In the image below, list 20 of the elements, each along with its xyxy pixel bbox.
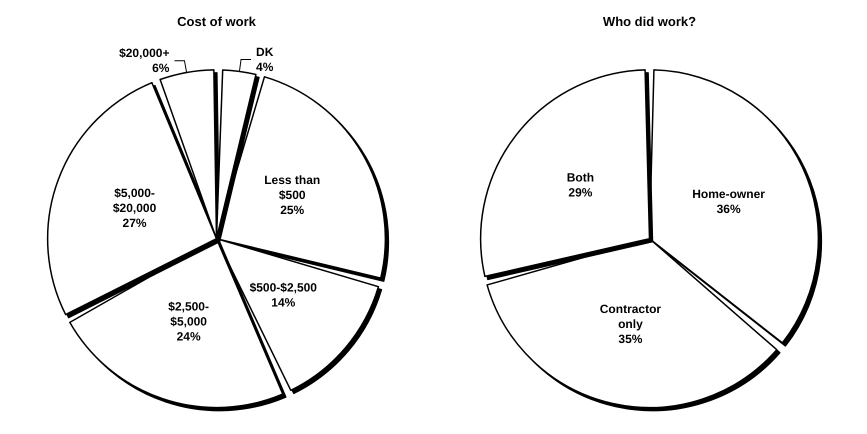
- slice-label: $20,000+: [119, 46, 170, 60]
- data-label: 36%: [716, 202, 741, 216]
- data-label: 6%: [152, 61, 170, 76]
- slice-label: Both: [566, 170, 594, 185]
- slice-label: $5,000-$20,000: [112, 186, 157, 216]
- data-label: 25%: [280, 202, 305, 217]
- data-label: 24%: [176, 330, 201, 344]
- slice-label: $500-$2,500: [250, 280, 318, 295]
- data-label: 35%: [618, 332, 643, 346]
- chart-title: Cost of work: [177, 14, 257, 29]
- slice-label: $2,500-$5,000: [168, 300, 209, 329]
- slice-label: Less than $500: [264, 172, 320, 202]
- data-label: 14%: [271, 296, 296, 310]
- slice-label: Contractor only: [600, 302, 662, 332]
- data-label: 29%: [568, 186, 593, 200]
- data-label: 4%: [256, 60, 274, 74]
- slice-label: DK: [256, 45, 274, 60]
- data-label: 27%: [122, 216, 147, 230]
- chart-title: Who did work?: [602, 14, 696, 29]
- slice-label: Home-owner: [692, 186, 766, 201]
